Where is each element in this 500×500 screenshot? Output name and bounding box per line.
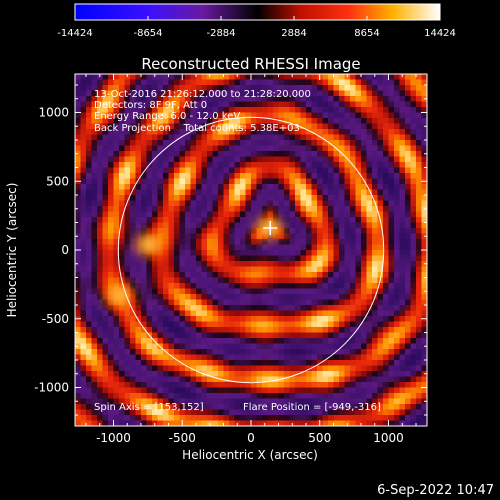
spin-axis-label: Spin Axis = [153,152]	[94, 402, 204, 413]
colorbar: -14424 -8654 -2884 2884 8654 14424	[57, 3, 456, 39]
flare-cross-marker	[263, 221, 278, 235]
y-axis-label: Heliocentric Y (arcsec)	[5, 183, 19, 318]
x-axis-ticks: -1000 -500 0 500 1000	[85, 74, 417, 445]
y-tick-label: -1000	[34, 381, 69, 395]
heatmap-image	[75, 74, 427, 426]
y-tick-label: -500	[42, 312, 69, 326]
hot-spot-core	[113, 290, 125, 301]
colorbar-tick-label: 8654	[354, 28, 379, 39]
y-tick-label: 0	[61, 243, 69, 257]
colorbar-tick-label: 14424	[424, 28, 456, 39]
y-tick-label: 1000	[38, 106, 69, 120]
x-tick-label: -500	[169, 431, 196, 445]
hot-spot-core	[143, 239, 156, 250]
solar-disk-circle	[117, 116, 385, 384]
x-tick-label: 500	[308, 431, 331, 445]
y-axis-ticks: -1000 -500 0 500 1000	[34, 84, 427, 416]
colorbar-tick-label: -8654	[133, 28, 162, 39]
info-line-detectors: Detectors: 8F 9F, Att 0	[94, 100, 207, 111]
x-tick-label: -1000	[96, 431, 131, 445]
date-stamp: 6-Sep-2022 10:47	[377, 483, 494, 498]
colorbar-tick-label: -14424	[57, 28, 92, 39]
flare-position-label: Flare Position = [-949,-316]	[243, 402, 381, 413]
info-line-energy: Energy Range: 6.0 - 12.0 keV	[94, 111, 240, 122]
colorbar-tick-label: 2884	[281, 28, 306, 39]
colorbar-ticks: -14424 -8654 -2884 2884 8654 14424	[57, 16, 456, 39]
x-tick-label: 1000	[373, 431, 404, 445]
chart-title: Reconstructed RHESSI Image	[141, 55, 360, 73]
info-block: 13-Oct-2016 21:26:12.000 to 21:28:20.000…	[94, 89, 311, 134]
colorbar-tick-label: -2884	[206, 28, 235, 39]
info-line-time: 13-Oct-2016 21:26:12.000 to 21:28:20.000	[94, 89, 311, 100]
plot-area: -1000 -500 0 500 1000 -1000 -500 0 500 1000	[34, 73, 428, 445]
y-tick-label: 500	[46, 174, 69, 188]
colorbar-gradient	[74, 3, 441, 21]
x-axis-label: Heliocentric X (arcsec)	[182, 448, 318, 462]
info-line-method: Back Projection Total counts: 5.38E+03	[94, 123, 300, 134]
x-tick-label: 0	[247, 431, 255, 445]
